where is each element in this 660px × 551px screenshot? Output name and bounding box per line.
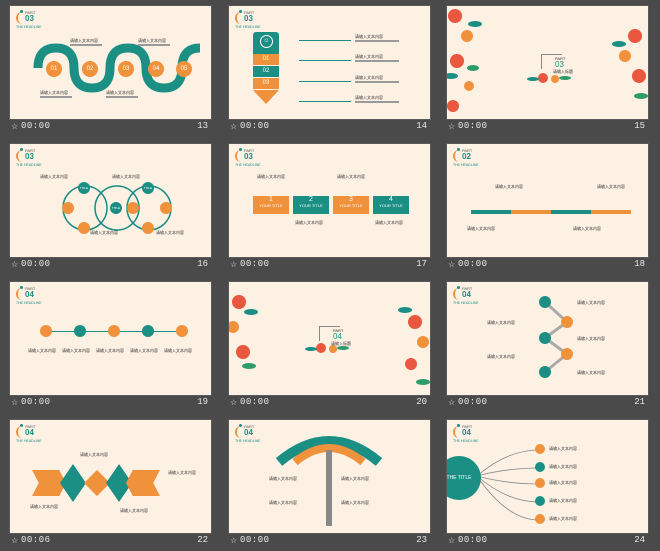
block: 03: [253, 78, 279, 89]
node: TITLE: [142, 182, 154, 194]
slide-number: 16: [197, 259, 208, 269]
slide-number: 14: [416, 121, 427, 131]
text-title: 请输入文本内容: [355, 95, 383, 100]
slide-preview[interactable]: PART 04 THE HEADLINE THE TITLE 请输入文本内容 请输入文…: [446, 419, 649, 534]
floral-decoration: [229, 295, 430, 385]
star-icon: ☆: [11, 399, 19, 408]
slide-thumb-21[interactable]: PART 04 THE HEADLINE 请输入文本内容 请输入文本内容 请输入文本内…: [443, 278, 649, 413]
slide-preview[interactable]: PART 03 请输入标题: [446, 5, 649, 120]
slide-duration: 00:00: [21, 397, 51, 407]
star-icon: ☆: [11, 261, 19, 270]
slide-number: 21: [634, 397, 645, 407]
slide-number: 17: [416, 259, 427, 269]
text-title: 请输入文本内容: [355, 54, 383, 59]
slide-thumb-22[interactable]: PART 04 THE HEADLINE 请输入文本内容 请输入文本内容 请输入文本内…: [6, 416, 212, 551]
slide-duration: 00:00: [458, 397, 488, 407]
step-circle: 03: [118, 61, 134, 77]
slide-duration: 00:00: [240, 397, 270, 407]
section-title: 请输入标题: [553, 69, 573, 74]
slide-number: 15: [634, 121, 645, 131]
slide-thumb-17[interactable]: PART 03 THE HEADLINE 1 YOUR TITLE 2 YOUR TIT…: [225, 140, 431, 275]
step-box: 2 YOUR TITLE: [293, 196, 329, 214]
slide-duration: 00:00: [21, 259, 51, 269]
star-icon: ☆: [230, 537, 238, 546]
slide-thumb-16[interactable]: PART 03 THE HEADLINE TITLE TITLE TITLE 请输入…: [6, 140, 212, 275]
slide-number: 22: [197, 535, 208, 545]
slide-preview[interactable]: PART 04 THE HEADLINE 请输入文本内容 请输入文本内容 请输入文本内…: [9, 281, 212, 396]
user-icon: ☺: [260, 35, 273, 48]
step-box: 1 YOUR TITLE: [253, 196, 289, 214]
slide-thumb-24[interactable]: PART 04 THE HEADLINE THE TITLE 请输入文本内容 请输入文…: [443, 416, 649, 551]
slide-thumb-20[interactable]: PART 04 请输入标题 ☆ 00:00 20: [225, 278, 431, 413]
step-box: 3 YOUR TITLE: [333, 196, 369, 214]
text-title: 请输入文本内容: [106, 90, 134, 95]
slide-thumb-15[interactable]: PART 03 请输入标题 ☆ 00:00 15: [443, 2, 649, 137]
star-icon: ☆: [448, 399, 456, 408]
slide-thumb-18[interactable]: PART 02 THE HEADLINE 请输入文本内容 请输入文本内容 请输入文本内…: [443, 140, 649, 275]
star-icon: ☆: [448, 123, 456, 132]
text-title: 请输入文本内容: [40, 90, 68, 95]
block: 01: [253, 54, 279, 65]
slide-number: 23: [416, 535, 427, 545]
slide-duration: 00:00: [240, 121, 270, 131]
step-circle: 05: [176, 61, 192, 77]
slide-duration: 00:00: [458, 535, 488, 545]
slide-thumb-13[interactable]: PART 03 THE HEADLINE 01 02 03 04 05 请输入文本内…: [6, 2, 212, 137]
slide-duration: 00:00: [240, 259, 270, 269]
star-icon: ☆: [230, 399, 238, 408]
slide-preview[interactable]: PART 04 THE HEADLINE 请输入文本内容 请输入文本内容 请输入文本内…: [9, 419, 212, 534]
step-circle: 02: [82, 61, 98, 77]
text-title: 请输入文本内容: [138, 38, 166, 43]
slide-preview[interactable]: PART 04 THE HEADLINE 请输入文本内容 请输入文本内容 请输入文本内…: [446, 281, 649, 396]
step-circle: 01: [46, 61, 62, 77]
slide-duration: 00:06: [21, 535, 51, 545]
slide-number: 19: [197, 397, 208, 407]
floral-decoration: [447, 9, 648, 112]
star-icon: ☆: [11, 123, 19, 132]
star-icon: ☆: [448, 261, 456, 270]
part-number: 03: [555, 60, 564, 69]
slide-duration: 00:00: [458, 259, 488, 269]
slide-duration: 00:00: [240, 535, 270, 545]
slide-preview[interactable]: PART 03 THE HEADLINE TITLE TITLE TITLE 请输入…: [9, 143, 212, 258]
slide-preview[interactable]: PART 02 THE HEADLINE 请输入文本内容 请输入文本内容 请输入文本内…: [446, 143, 649, 258]
slide-preview[interactable]: PART 04 请输入标题: [228, 281, 431, 396]
slide-duration: 00:00: [458, 121, 488, 131]
step-box: 4 YOUR TITLE: [373, 196, 409, 214]
step-circle: 04: [148, 61, 164, 77]
slide-number: 24: [634, 535, 645, 545]
block: 02: [253, 66, 279, 77]
slide-preview[interactable]: PART 03 THE HEADLINE 1 YOUR TITLE 2 YOUR TIT…: [228, 143, 431, 258]
text-title: 请输入文本内容: [355, 75, 383, 80]
part-label: PART: [555, 56, 566, 61]
slide-number: 18: [634, 259, 645, 269]
slide-preview[interactable]: PART 03 THE HEADLINE 01 02 03 04 05 请输入文本内…: [9, 5, 212, 120]
slide-duration: 00:00: [21, 121, 51, 131]
text-title: 请输入文本内容: [355, 34, 383, 39]
slide-thumb-23[interactable]: PART 04 THE HEADLINE 请输入文本内容 请输入文本内容 请输入文本内…: [225, 416, 431, 551]
star-icon: ☆: [230, 261, 238, 270]
star-icon: ☆: [448, 537, 456, 546]
slide-number: 13: [197, 121, 208, 131]
text-title: 请输入文本内容: [70, 38, 98, 43]
star-icon: ☆: [11, 537, 19, 546]
star-icon: ☆: [230, 123, 238, 132]
node: TITLE: [78, 182, 90, 194]
slide-thumb-14[interactable]: PART 03 THE HEADLINE ☺ 01 02 03 请输入文本内容 请输…: [225, 2, 431, 137]
slide-number: 20: [416, 397, 427, 407]
slide-preview[interactable]: PART 04 THE HEADLINE 请输入文本内容 请输入文本内容 请输入文本内…: [228, 419, 431, 534]
big-title-circle: THE TITLE: [447, 456, 481, 500]
slide-thumb-19[interactable]: PART 04 THE HEADLINE 请输入文本内容 请输入文本内容 请输入文本内…: [6, 278, 212, 413]
slide-preview[interactable]: PART 03 THE HEADLINE ☺ 01 02 03 请输入文本内容 请输…: [228, 5, 431, 120]
node: TITLE: [110, 202, 122, 214]
